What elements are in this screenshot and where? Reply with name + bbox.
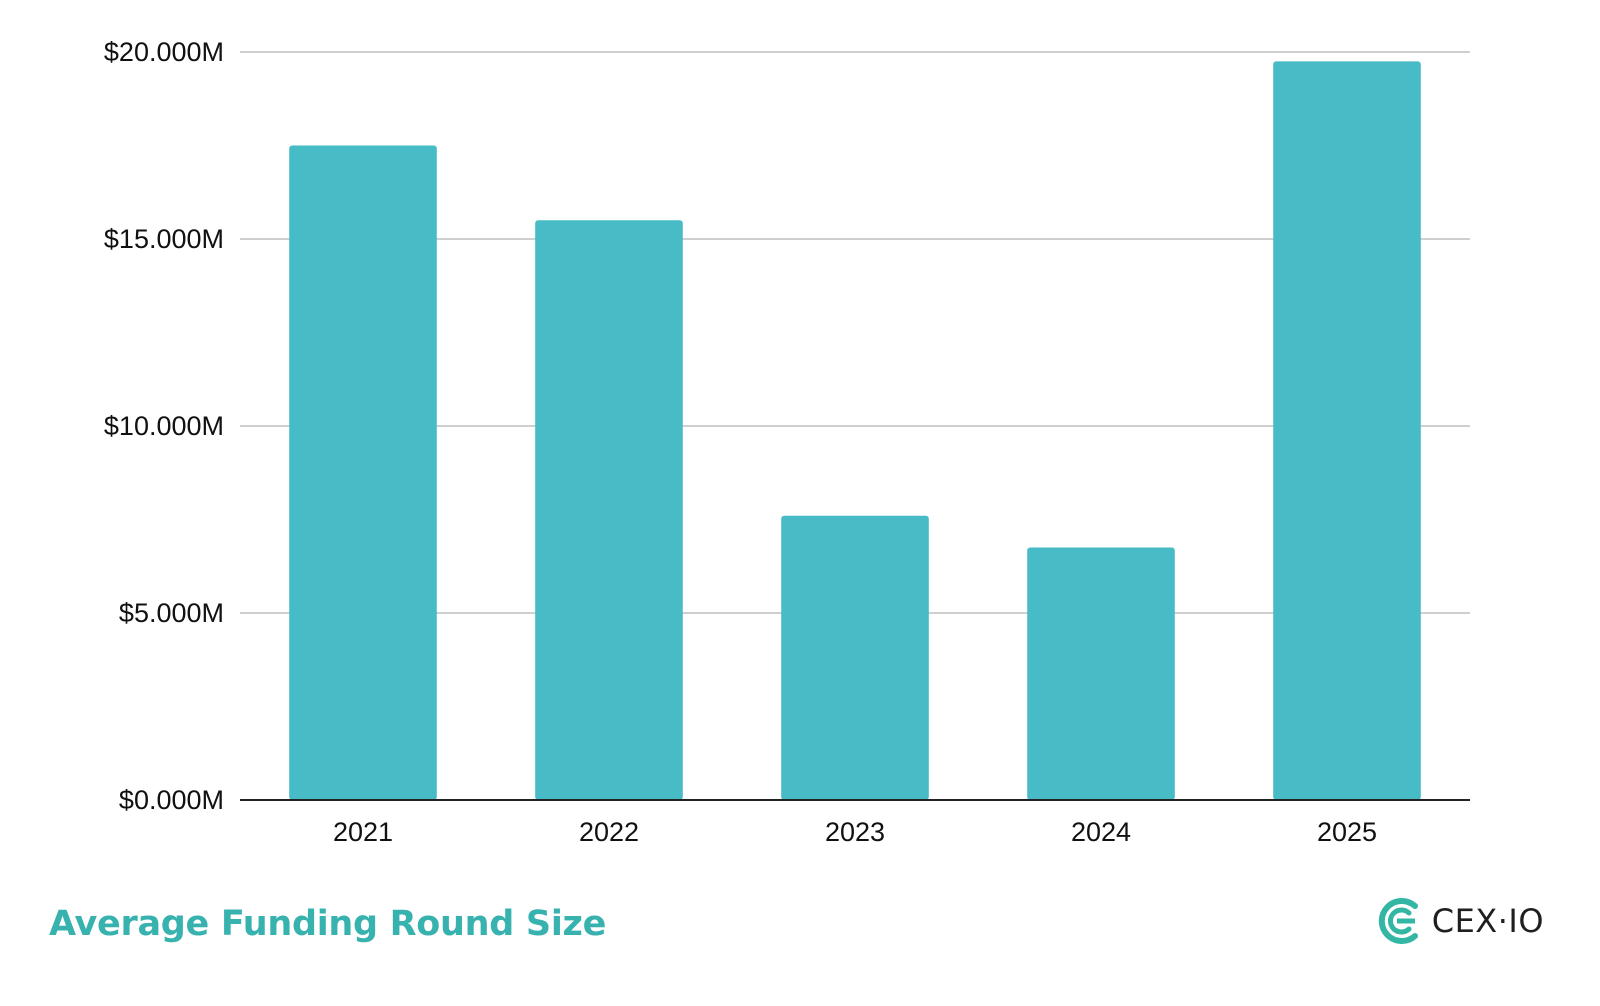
y-tick-label: $10.000M bbox=[104, 411, 224, 441]
x-tick-label: 2023 bbox=[825, 817, 885, 847]
bar-2025 bbox=[1273, 61, 1421, 801]
brand-logo: CEX·IO bbox=[1374, 896, 1544, 946]
brand-name: CEX·IO bbox=[1431, 902, 1544, 940]
bar-2021 bbox=[289, 145, 437, 800]
cex-io-logo-icon bbox=[1378, 898, 1418, 944]
y-tick-label: $20.000M bbox=[104, 37, 224, 67]
y-tick-label: $15.000M bbox=[104, 224, 224, 254]
bar-2024 bbox=[1027, 547, 1175, 800]
x-axis-tick-labels: 2021 2022 2023 2024 2025 bbox=[333, 817, 1377, 847]
x-tick-label: 2021 bbox=[333, 817, 393, 847]
bars bbox=[289, 61, 1421, 801]
bar-2022 bbox=[535, 220, 683, 801]
chart-title: Average Funding Round Size bbox=[49, 904, 607, 944]
x-tick-label: 2024 bbox=[1071, 817, 1131, 847]
x-tick-label: 2022 bbox=[579, 817, 639, 847]
y-tick-label: $0.000M bbox=[119, 785, 224, 815]
bar-chart: $0.000M $5.000M $10.000M $15.000M $20.000M 2… bbox=[104, 37, 1470, 847]
y-axis-tick-labels: $0.000M $5.000M $10.000M $15.000M $20.000M bbox=[104, 37, 224, 815]
x-tick-label: 2025 bbox=[1317, 817, 1377, 847]
y-tick-label: $5.000M bbox=[119, 598, 224, 628]
bar-2023 bbox=[781, 515, 929, 800]
